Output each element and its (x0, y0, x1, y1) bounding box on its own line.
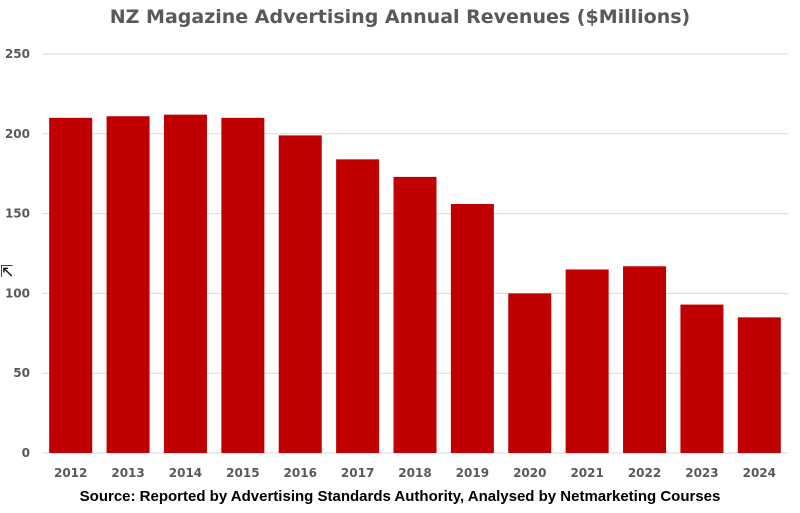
x-tick-label: 2012 (54, 466, 87, 480)
chart-title: NZ Magazine Advertising Annual Revenues … (109, 6, 691, 28)
x-tick-label: 2013 (111, 466, 144, 480)
x-tick-label: 2020 (513, 466, 546, 480)
x-tick-label: 2015 (226, 466, 259, 480)
x-tick-label: 2024 (743, 466, 776, 480)
x-tick-label: 2016 (284, 466, 317, 480)
x-tick-label: 2023 (685, 466, 718, 480)
bar-2016 (278, 135, 322, 453)
y-tick-label: 200 (5, 127, 30, 141)
y-tick-label: 0 (22, 446, 30, 460)
x-tick-label: 2017 (341, 466, 374, 480)
y-tick-label: 150 (5, 207, 30, 221)
move-cursor-icon: ⇱ (0, 262, 14, 281)
bar-2021 (565, 269, 609, 453)
x-tick-label: 2019 (456, 466, 489, 480)
bar-2020 (508, 293, 552, 453)
bar-2012 (49, 117, 93, 453)
bar-2017 (336, 159, 380, 453)
bar-2014 (163, 114, 207, 453)
y-tick-label: 250 (5, 47, 30, 61)
bar-2023 (680, 304, 724, 453)
bar-2022 (623, 266, 667, 453)
x-tick-label: 2014 (169, 466, 202, 480)
bar-2018 (393, 176, 437, 453)
bar-2024 (737, 317, 781, 453)
y-tick-label: 100 (5, 286, 30, 300)
x-tick-label: 2021 (570, 466, 603, 480)
y-tick-label: 50 (13, 366, 30, 380)
bar-2015 (221, 117, 265, 453)
bar-2013 (106, 116, 150, 453)
x-tick-label: 2018 (398, 466, 431, 480)
bar-2019 (450, 204, 494, 453)
x-tick-label: 2022 (628, 466, 661, 480)
source-note: Source: Reported by Advertising Standard… (79, 488, 721, 505)
